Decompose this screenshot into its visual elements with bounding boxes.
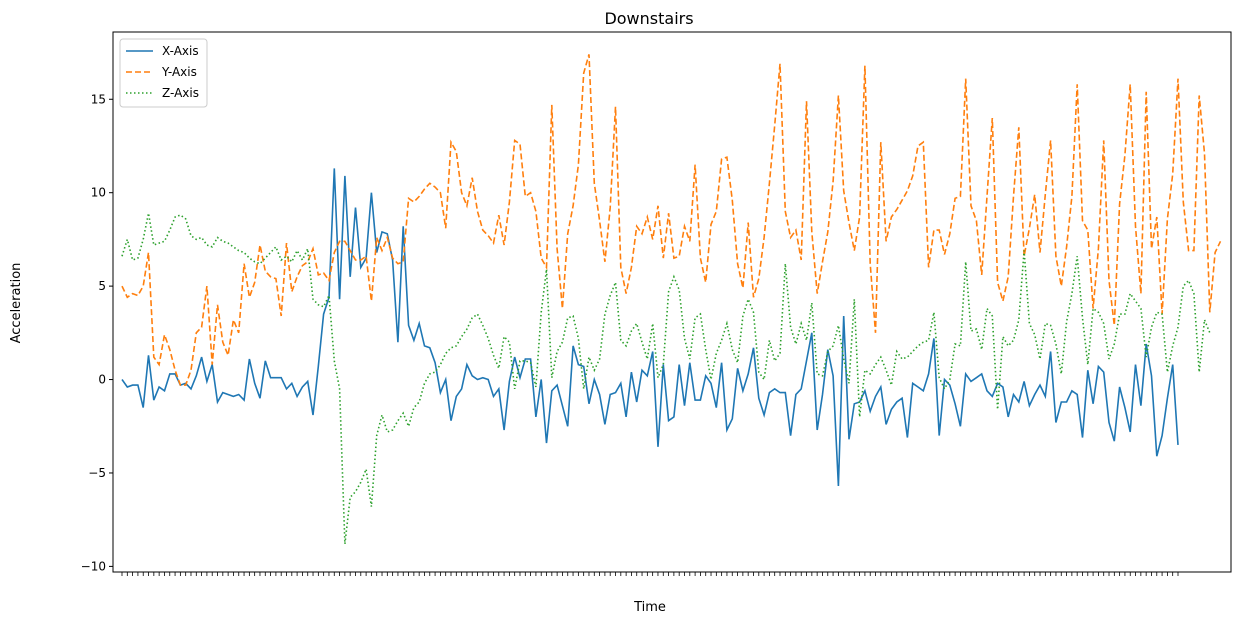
series-layer [121,54,1222,545]
series-line-x-axis [121,168,1179,487]
plot-area [113,32,1231,572]
y-tick-label: 10 [91,186,106,200]
series-line-y-axis [121,54,1222,386]
y-tick-label: −5 [88,466,106,480]
chart-title: Downstairs [604,9,693,28]
legend-label: Y-Axis [161,65,197,79]
y-axis-label: Acceleration [9,263,24,344]
legend: X-Axis Y-Axis Z-Axis [119,38,208,108]
y-tick-label: 15 [91,92,106,106]
y-tick-label: 0 [98,373,106,387]
plot-frame [112,31,1232,573]
legend-frame [119,38,208,108]
x-tick-layer [121,572,1179,576]
y-tick-label: 5 [98,279,106,293]
legend-label: Z-Axis [162,86,199,100]
y-tick-label: −10 [81,559,106,573]
y-tick-layer: −10 −5 0 5 10 15 [81,92,113,573]
series-line-z-axis [121,213,1211,545]
x-axis-label: Time [633,600,666,615]
legend-label: X-Axis [162,44,199,58]
